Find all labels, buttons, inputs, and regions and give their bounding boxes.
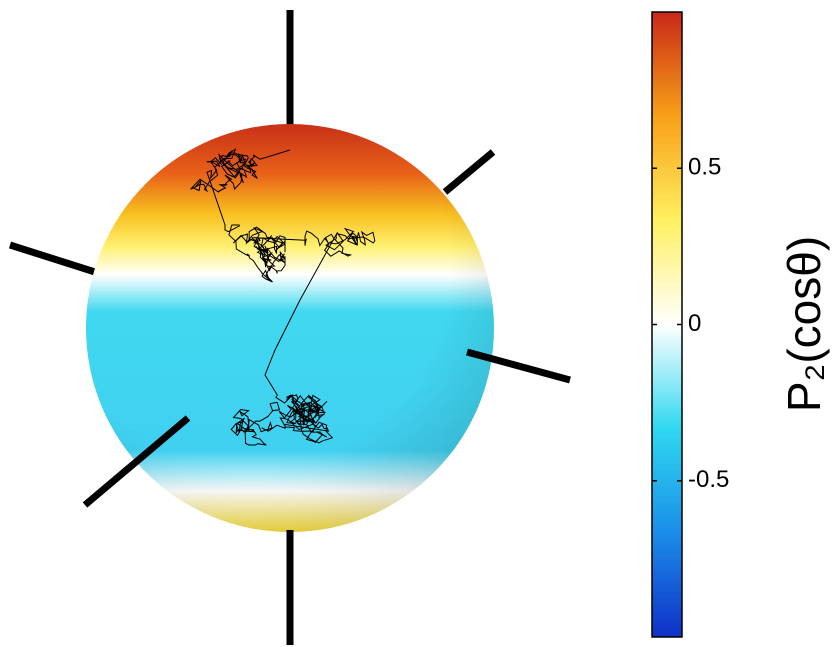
colorbar-label: P₂(cosθ)	[778, 236, 830, 412]
tick-label: -0.5	[688, 466, 729, 493]
figure: 0.5 0 -0.5 P₂(cosθ)	[0, 0, 840, 647]
sphere-shading	[86, 124, 494, 532]
tick-label: 0	[688, 310, 701, 337]
tick-label: 0.5	[688, 154, 721, 181]
